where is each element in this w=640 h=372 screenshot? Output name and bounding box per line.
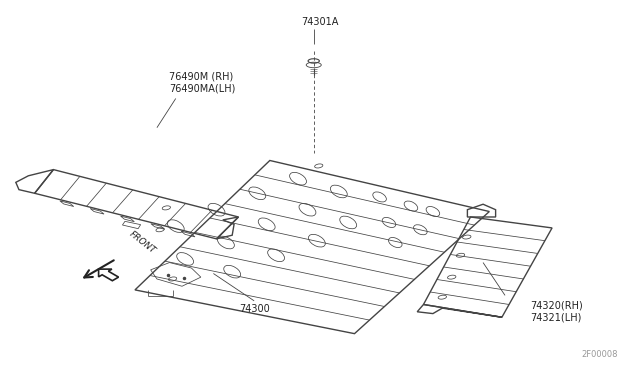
Text: 74320(RH)
74321(LH): 74320(RH) 74321(LH)	[530, 301, 583, 323]
Text: 74300: 74300	[239, 304, 269, 314]
Text: 74301A: 74301A	[301, 17, 339, 28]
Text: 76490M (RH)
76490MA(LH): 76490M (RH) 76490MA(LH)	[170, 71, 236, 93]
Text: 2F00008: 2F00008	[581, 350, 618, 359]
Text: FRONT: FRONT	[127, 229, 157, 255]
